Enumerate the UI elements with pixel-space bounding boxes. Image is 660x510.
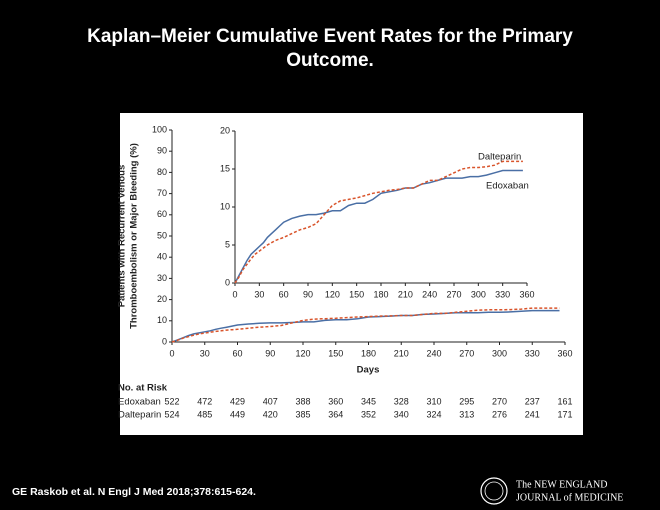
- risk-value: 385: [295, 409, 310, 419]
- risk-value: 241: [525, 409, 540, 419]
- risk-value: 449: [230, 409, 245, 419]
- y-tick-label: 90: [157, 146, 167, 156]
- x-tick-label: 210: [398, 289, 413, 299]
- risk-value: 388: [295, 396, 310, 406]
- risk-value: 328: [394, 396, 409, 406]
- y-tick-label: 100: [152, 124, 167, 134]
- risk-value: 360: [328, 396, 343, 406]
- series-line: [171, 309, 560, 343]
- risk-value: 524: [164, 409, 179, 419]
- risk-value: 276: [492, 409, 507, 419]
- y-tick-label: 50: [157, 230, 167, 240]
- y-tick-label: 10: [157, 315, 167, 325]
- x-tick-label: 120: [295, 348, 310, 358]
- risk-value: 522: [164, 396, 179, 406]
- x-tick-label: 270: [459, 348, 474, 358]
- x-tick-label: 180: [373, 289, 388, 299]
- y-tick-label: 70: [157, 188, 167, 198]
- x-tick-label: 300: [492, 348, 507, 358]
- x-tick-label: 210: [394, 348, 409, 358]
- logo-text: The NEW ENGLAND: [516, 479, 607, 490]
- risk-value: 270: [492, 396, 507, 406]
- risk-value: 313: [459, 409, 474, 419]
- y-tick-label: 20: [220, 125, 230, 135]
- series-line: [234, 160, 523, 284]
- x-tick-label: 60: [279, 289, 289, 299]
- logo-seal: [484, 481, 504, 501]
- risk-value: 429: [230, 396, 245, 406]
- x-tick-label: 30: [254, 289, 264, 299]
- y-tick-label: 80: [157, 167, 167, 177]
- x-tick-label: 240: [426, 348, 441, 358]
- logo-text: JOURNAL of MEDICINE: [516, 492, 623, 503]
- y-tick-label: 60: [157, 209, 167, 219]
- y-tick-label: 20: [157, 294, 167, 304]
- x-tick-label: 330: [495, 289, 510, 299]
- risk-value: 295: [459, 396, 474, 406]
- x-label: Days: [357, 365, 380, 376]
- x-tick-label: 180: [361, 348, 376, 358]
- x-tick-label: 30: [200, 348, 210, 358]
- series-line: [171, 307, 560, 343]
- risk-value: 420: [263, 409, 278, 419]
- title: Outcome.: [286, 50, 374, 71]
- title: Kaplan–Meier Cumulative Event Rates for …: [87, 26, 573, 47]
- risk-value: 352: [361, 409, 376, 419]
- x-tick-label: 0: [232, 289, 237, 299]
- y-tick-label: 0: [225, 277, 230, 287]
- x-tick-label: 360: [519, 289, 534, 299]
- x-tick-label: 150: [349, 289, 364, 299]
- x-tick-label: 270: [446, 289, 461, 299]
- y-label: Thromboembolism or Major Bleeding (%): [129, 143, 140, 329]
- x-tick-label: 90: [303, 289, 313, 299]
- y-tick-label: 10: [220, 201, 230, 211]
- logo-seal: [480, 477, 508, 505]
- x-tick-label: 0: [169, 348, 174, 358]
- x-tick-label: 330: [525, 348, 540, 358]
- y-label: Patients with Recurrent Venous: [117, 165, 128, 308]
- x-tick-label: 360: [557, 348, 572, 358]
- y-tick-label: 0: [162, 336, 167, 346]
- risk-value: 324: [426, 409, 441, 419]
- x-tick-label: 150: [328, 348, 343, 358]
- risk-value: 345: [361, 396, 376, 406]
- x-tick-label: 300: [471, 289, 486, 299]
- risk-value: 161: [557, 396, 572, 406]
- risk-value: 364: [328, 409, 343, 419]
- x-tick-label: 90: [265, 348, 275, 358]
- y-tick-label: 30: [157, 273, 167, 283]
- risk-value: 171: [557, 409, 572, 419]
- risk-row-name: Dalteparin: [118, 410, 161, 421]
- risk-row-name: Edoxaban: [118, 397, 161, 408]
- risk-value: 472: [197, 396, 212, 406]
- y-tick-label: 40: [157, 252, 167, 262]
- risk-value: 407: [263, 396, 278, 406]
- risk-title: No. at Risk: [118, 383, 168, 394]
- x-tick-label: 120: [325, 289, 340, 299]
- series-line: [234, 169, 523, 284]
- risk-value: 237: [525, 396, 540, 406]
- series-label: Dalteparin: [478, 152, 521, 163]
- risk-value: 485: [197, 409, 212, 419]
- risk-value: 310: [426, 396, 441, 406]
- series-label: Edoxaban: [486, 181, 529, 192]
- y-tick-label: 15: [220, 163, 230, 173]
- chart-panel: [120, 113, 583, 435]
- x-tick-label: 60: [232, 348, 242, 358]
- x-tick-label: 240: [422, 289, 437, 299]
- y-tick-label: 5: [225, 239, 230, 249]
- risk-value: 340: [394, 409, 409, 419]
- citation: GE Raskob et al. N Engl J Med 2018;378:6…: [12, 486, 256, 498]
